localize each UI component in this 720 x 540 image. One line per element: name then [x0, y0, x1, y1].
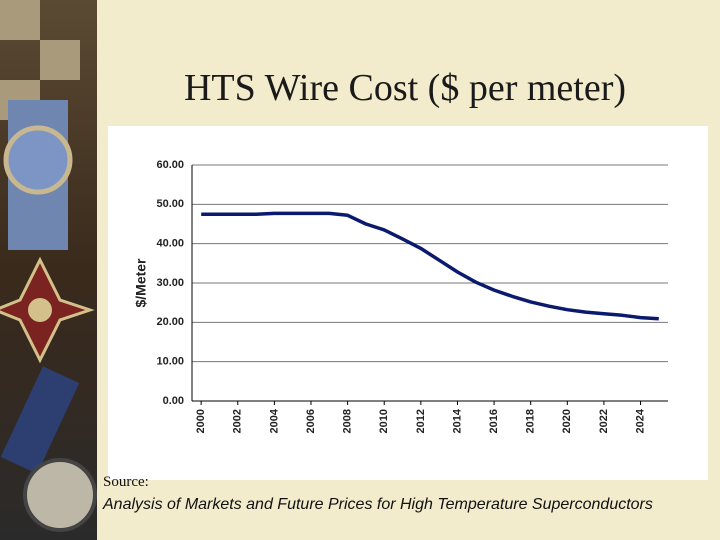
y-tick-label: 50.00 [156, 198, 184, 210]
y-tick-label: 60.00 [156, 159, 184, 171]
x-tick-label: 2010 [378, 409, 390, 433]
x-tick-label: 2012 [415, 409, 427, 433]
x-tick-label: 2024 [634, 408, 646, 433]
x-tick-label: 2014 [451, 408, 463, 433]
x-tick-label: 2018 [525, 409, 537, 433]
y-tick-label: 0.00 [163, 395, 184, 407]
source-text: Analysis of Markets and Future Prices fo… [103, 496, 653, 513]
x-tick-label: 2002 [232, 409, 244, 433]
data-line [201, 211, 659, 321]
x-tick-label: 2020 [561, 409, 573, 433]
y-tick-label: 30.00 [156, 277, 184, 289]
slide-title: HTS Wire Cost ($ per meter) [183, 67, 627, 109]
x-tick-label: 2008 [342, 409, 354, 433]
y-tick-label: 40.00 [156, 238, 184, 250]
x-tick-label: 2000 [195, 409, 207, 433]
x-tick-label: 2016 [488, 409, 500, 433]
y-tick-label: 20.00 [156, 316, 184, 328]
chart-background [108, 126, 708, 480]
x-tick-label: 2022 [598, 409, 610, 433]
y-axis-label: $/Meter [133, 258, 149, 308]
x-tick-label: 2004 [268, 408, 280, 433]
source-label: Source: [103, 474, 149, 490]
x-tick-label: 2006 [305, 409, 317, 433]
decorative-strip [0, 0, 97, 540]
y-tick-label: 10.00 [156, 356, 184, 368]
